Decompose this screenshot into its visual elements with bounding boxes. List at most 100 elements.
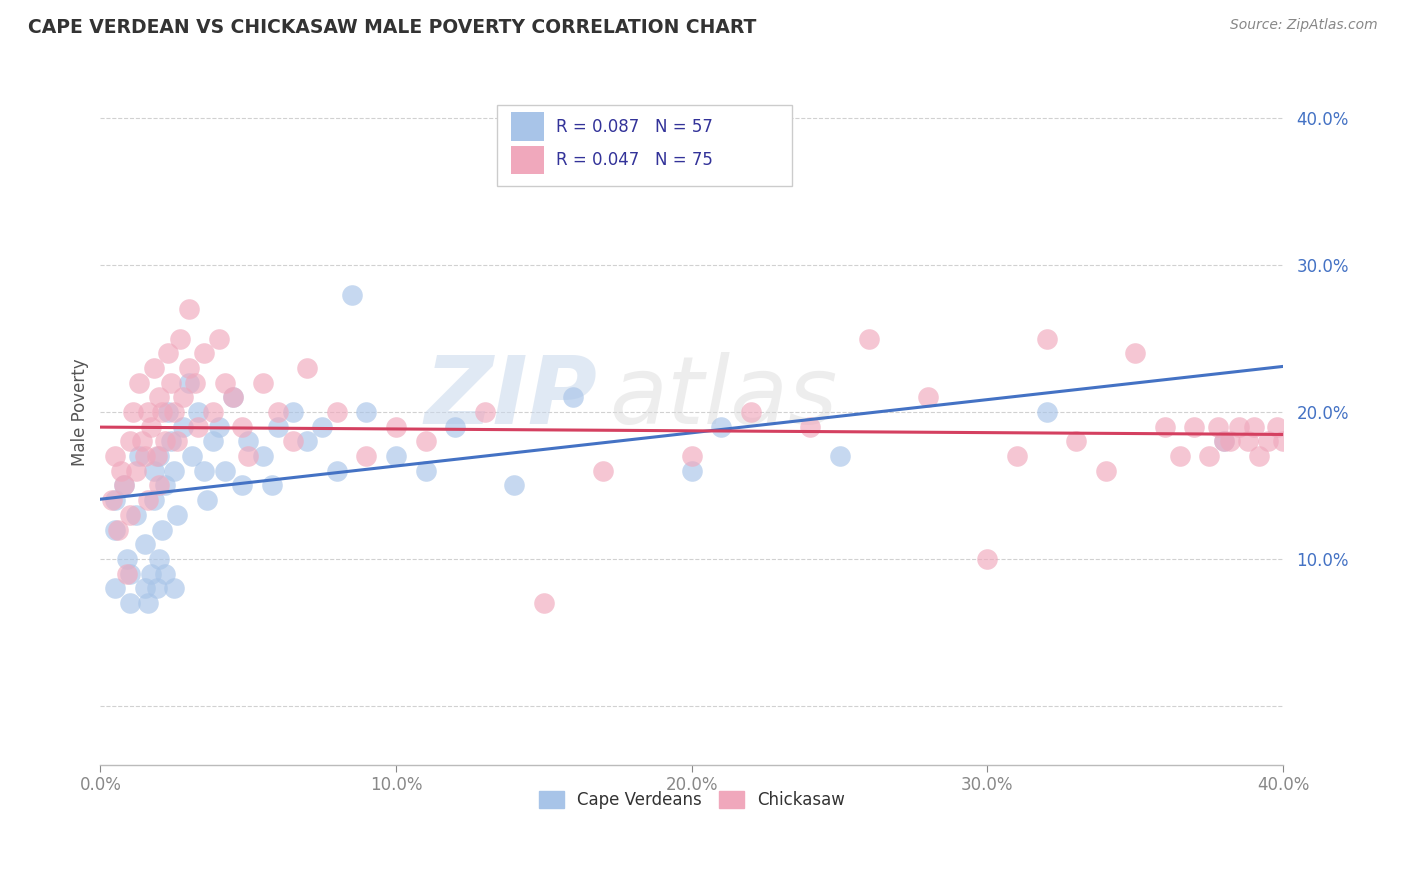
- Point: [110, 464, 132, 478]
- Point: [136, 596, 159, 610]
- FancyBboxPatch shape: [496, 105, 792, 186]
- Point: [740, 405, 762, 419]
- Point: [195, 493, 218, 508]
- Point: [681, 449, 703, 463]
- Point: [125, 508, 148, 522]
- Point: [177, 376, 200, 390]
- Point: [1219, 434, 1241, 449]
- Point: [326, 405, 349, 419]
- Point: [1184, 419, 1206, 434]
- Point: [122, 405, 145, 419]
- Point: [163, 405, 186, 419]
- Point: [340, 287, 363, 301]
- Point: [828, 449, 851, 463]
- Point: [201, 405, 224, 419]
- Point: [112, 478, 135, 492]
- Point: [592, 464, 614, 478]
- Text: R = 0.047   N = 75: R = 0.047 N = 75: [555, 151, 713, 169]
- Point: [118, 566, 141, 581]
- Point: [260, 478, 283, 492]
- Point: [118, 434, 141, 449]
- Point: [169, 332, 191, 346]
- Point: [222, 390, 245, 404]
- Point: [104, 493, 127, 508]
- Point: [181, 449, 204, 463]
- Point: [152, 523, 174, 537]
- Point: [1257, 434, 1279, 449]
- Point: [177, 361, 200, 376]
- Point: [1064, 434, 1087, 449]
- Text: R = 0.087   N = 57: R = 0.087 N = 57: [555, 118, 713, 136]
- Point: [231, 419, 253, 434]
- Point: [136, 493, 159, 508]
- Point: [214, 464, 236, 478]
- Point: [1153, 419, 1175, 434]
- Point: [1213, 434, 1236, 449]
- Point: [139, 419, 162, 434]
- Point: [134, 449, 156, 463]
- Legend: Cape Verdeans, Chickasaw: Cape Verdeans, Chickasaw: [531, 785, 852, 816]
- Point: [976, 552, 998, 566]
- Point: [201, 434, 224, 449]
- Point: [115, 566, 138, 581]
- FancyBboxPatch shape: [510, 145, 544, 174]
- Point: [1213, 434, 1236, 449]
- Point: [858, 332, 880, 346]
- Point: [101, 493, 124, 508]
- Point: [1168, 449, 1191, 463]
- Point: [155, 434, 177, 449]
- Point: [415, 464, 437, 478]
- Point: [172, 390, 194, 404]
- Point: [1035, 332, 1057, 346]
- Point: [107, 523, 129, 537]
- Point: [1123, 346, 1146, 360]
- Point: [297, 434, 319, 449]
- Point: [214, 376, 236, 390]
- Point: [281, 405, 304, 419]
- Point: [155, 478, 177, 492]
- Point: [231, 478, 253, 492]
- Point: [145, 449, 167, 463]
- Point: [297, 361, 319, 376]
- Point: [1249, 449, 1271, 463]
- Point: [1094, 464, 1116, 478]
- Point: [148, 552, 170, 566]
- Point: [326, 464, 349, 478]
- Point: [163, 582, 186, 596]
- Text: ZIP: ZIP: [425, 352, 598, 444]
- Point: [131, 434, 153, 449]
- Text: CAPE VERDEAN VS CHICKASAW MALE POVERTY CORRELATION CHART: CAPE VERDEAN VS CHICKASAW MALE POVERTY C…: [28, 18, 756, 37]
- Point: [115, 552, 138, 566]
- Point: [1005, 449, 1028, 463]
- Point: [177, 302, 200, 317]
- Point: [134, 537, 156, 551]
- Point: [311, 419, 333, 434]
- Point: [142, 493, 165, 508]
- Point: [193, 464, 215, 478]
- Point: [187, 419, 209, 434]
- Point: [184, 376, 207, 390]
- Point: [157, 346, 180, 360]
- Point: [128, 449, 150, 463]
- Point: [1243, 419, 1265, 434]
- Point: [125, 464, 148, 478]
- Point: [166, 508, 188, 522]
- Point: [503, 478, 526, 492]
- Point: [281, 434, 304, 449]
- Point: [160, 434, 183, 449]
- Point: [681, 464, 703, 478]
- Point: [385, 419, 408, 434]
- Point: [104, 449, 127, 463]
- Point: [415, 434, 437, 449]
- Point: [252, 449, 274, 463]
- Point: [152, 405, 174, 419]
- Point: [356, 449, 378, 463]
- Point: [710, 419, 733, 434]
- Point: [252, 376, 274, 390]
- Point: [238, 449, 260, 463]
- Point: [157, 405, 180, 419]
- Point: [267, 419, 290, 434]
- Point: [187, 405, 209, 419]
- Point: [118, 508, 141, 522]
- Point: [128, 376, 150, 390]
